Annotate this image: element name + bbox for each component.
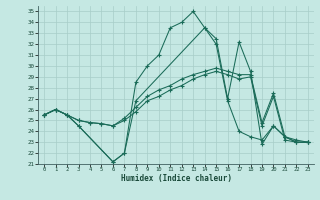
- X-axis label: Humidex (Indice chaleur): Humidex (Indice chaleur): [121, 174, 231, 183]
